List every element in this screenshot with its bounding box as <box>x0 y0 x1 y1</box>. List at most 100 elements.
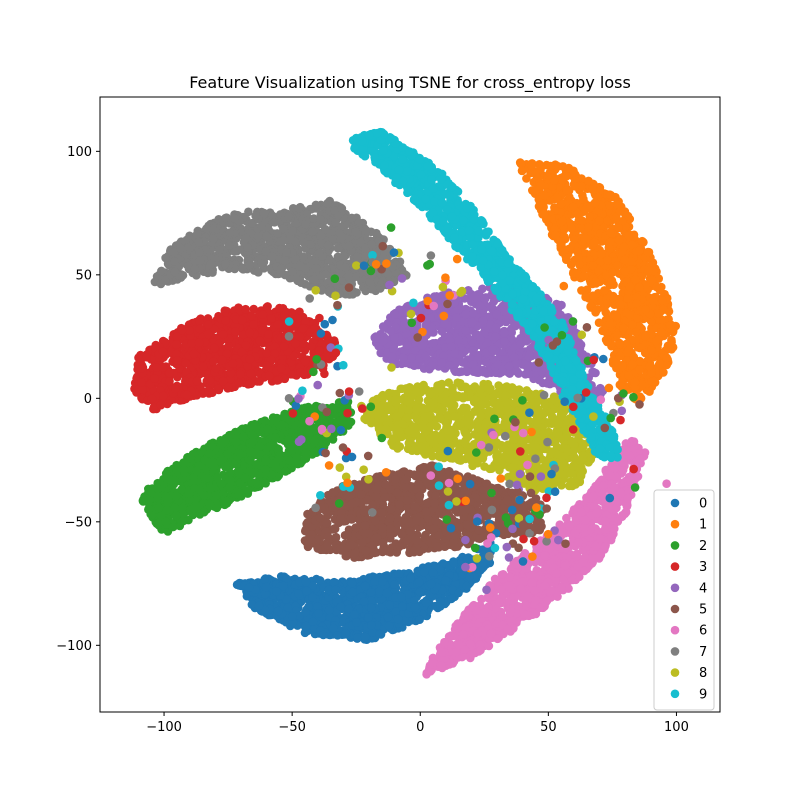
data-point <box>364 613 374 622</box>
data-point <box>238 432 248 441</box>
data-point <box>195 324 205 334</box>
data-point <box>647 275 657 285</box>
data-point <box>625 282 635 292</box>
data-point <box>218 330 228 339</box>
data-point <box>245 328 255 338</box>
data-point <box>284 446 294 456</box>
data-point <box>517 166 527 176</box>
data-point <box>226 475 235 485</box>
data-point <box>179 465 189 475</box>
data-point <box>220 437 230 446</box>
data-point <box>603 299 612 308</box>
data-point <box>241 341 251 350</box>
data-point <box>161 469 171 478</box>
data-point <box>301 448 311 458</box>
data-point <box>154 518 163 528</box>
data-point <box>540 191 549 200</box>
data-point <box>367 603 376 613</box>
data-point <box>189 349 199 359</box>
data-point <box>170 475 179 485</box>
data-point <box>194 338 204 348</box>
data-point <box>595 216 604 226</box>
data-point <box>546 161 555 171</box>
data-point <box>186 453 195 463</box>
data-point <box>241 304 250 314</box>
data-point <box>584 176 593 186</box>
data-point <box>137 378 146 388</box>
data-point <box>252 460 261 469</box>
data-point <box>449 558 459 568</box>
data-point <box>285 456 295 465</box>
data-point <box>262 349 272 358</box>
data-point <box>648 296 658 306</box>
data-point <box>659 305 668 315</box>
data-point <box>137 364 147 373</box>
data-point <box>245 379 255 388</box>
data-point <box>315 576 325 585</box>
data-point <box>623 294 632 303</box>
data-point <box>590 198 600 208</box>
data-point <box>301 607 310 617</box>
data-point <box>208 388 217 398</box>
data-point <box>344 604 354 614</box>
data-point <box>159 391 168 401</box>
data-point <box>283 603 293 612</box>
data-point <box>209 458 219 467</box>
data-point <box>539 209 549 219</box>
data-point <box>643 247 653 257</box>
data-point <box>352 618 361 627</box>
data-point <box>255 441 264 451</box>
chart-title: Feature Visualization using TSNE for cro… <box>189 73 631 93</box>
data-point <box>281 467 290 476</box>
data-point <box>421 598 431 607</box>
data-point <box>192 376 202 386</box>
data-point <box>384 621 394 631</box>
data-point <box>273 606 283 616</box>
data-point <box>267 441 276 450</box>
data-point <box>299 370 309 380</box>
data-point <box>619 323 628 333</box>
scatter-points <box>130 127 680 679</box>
data-point <box>276 363 286 373</box>
data-point <box>620 267 630 276</box>
data-point <box>177 326 187 335</box>
data-point <box>279 581 288 591</box>
data-point <box>263 424 272 434</box>
data-point <box>152 363 161 372</box>
data-point <box>552 193 562 202</box>
data-point <box>182 390 192 400</box>
plot-area <box>130 127 680 679</box>
data-point <box>234 467 244 477</box>
data-point <box>414 577 424 587</box>
data-point <box>308 617 318 626</box>
data-point <box>577 216 586 225</box>
data-point <box>261 479 271 488</box>
data-point <box>641 305 650 314</box>
data-point <box>605 201 615 210</box>
data-point <box>347 578 357 588</box>
data-point <box>575 260 584 269</box>
data-point <box>588 291 598 301</box>
data-point <box>612 261 622 270</box>
data-point <box>659 368 668 377</box>
data-point <box>291 339 300 349</box>
data-point <box>213 472 222 482</box>
data-point <box>630 275 640 284</box>
data-point <box>187 338 196 348</box>
data-point <box>310 437 319 446</box>
data-point <box>223 449 232 459</box>
data-point <box>262 361 271 370</box>
data-point <box>602 337 612 347</box>
data-point <box>353 633 362 642</box>
data-point <box>419 567 429 577</box>
data-point <box>192 466 201 476</box>
data-point <box>205 449 214 458</box>
data-point <box>628 320 637 330</box>
data-point <box>234 488 243 497</box>
data-point <box>608 268 617 277</box>
data-point <box>606 237 615 247</box>
data-point <box>596 249 606 259</box>
data-point <box>172 511 181 520</box>
data-point <box>562 186 572 195</box>
data-point <box>590 237 599 247</box>
